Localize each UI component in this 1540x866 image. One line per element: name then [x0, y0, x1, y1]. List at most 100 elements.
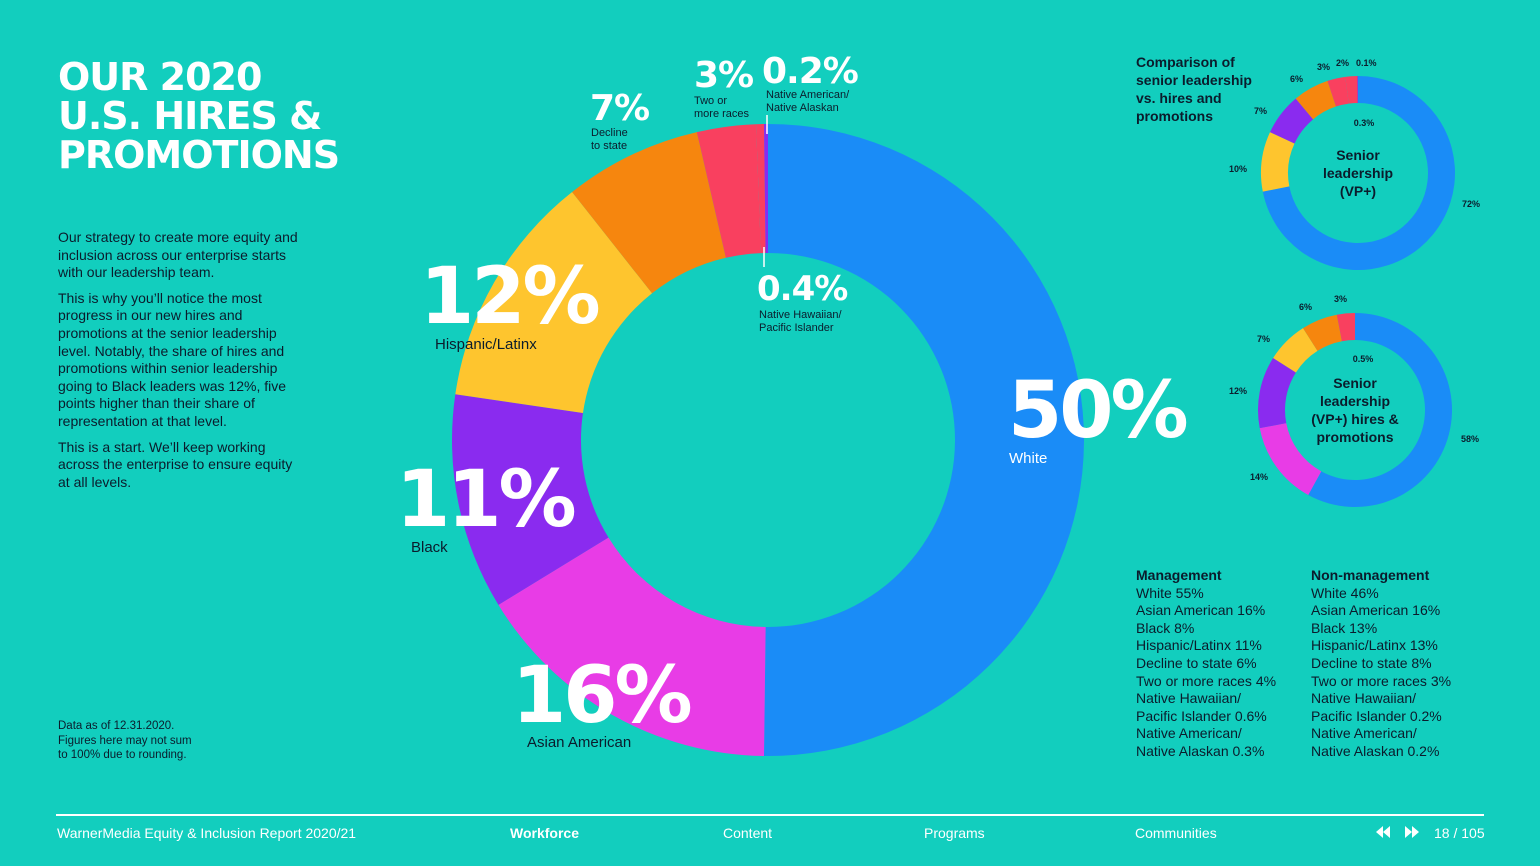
title-line: U.S. HIRES & — [58, 94, 322, 138]
main-donut-chart — [452, 124, 1084, 756]
rewind-icon[interactable] — [1375, 825, 1391, 842]
nav-communities-link[interactable]: Communities — [1135, 825, 1217, 841]
legend-heading: Management — [1136, 567, 1222, 583]
management-legend: Management White 55% Asian American 16% … — [1136, 567, 1276, 761]
donut2-inner-note: 0.5% — [1353, 354, 1374, 364]
donut-slice-asian-american — [1259, 423, 1322, 496]
donut-slice-decline-to-state — [1303, 314, 1342, 351]
donut-slice-native-american-native-alaskan — [764, 124, 768, 254]
donut1-center-title: Senior — [1336, 147, 1380, 163]
two-or-more-percent-label: 3% — [694, 55, 753, 96]
comparison-heading: vs. hires and — [1136, 90, 1222, 106]
two-or-more-category-label: Two or — [694, 95, 727, 107]
donut-slice-native-american-native-alaskan — [1357, 76, 1358, 104]
intro-text: Our strategy to create more equity and i… — [58, 229, 298, 499]
white-category-label: White — [1009, 450, 1047, 467]
legend-line: Two or more races 3% — [1311, 672, 1452, 689]
donut1-decline-label: 6% — [1290, 74, 1303, 84]
legend-line: Hispanic/Latinx 13% — [1311, 637, 1438, 654]
report-title: WarnerMedia Equity & Inclusion Report 20… — [57, 825, 357, 841]
legend-line: Pacific Islander 0.2% — [1311, 707, 1442, 724]
donut-slice-hispanic-latinx — [1273, 328, 1318, 373]
hispanic-percent-label: 12% — [420, 252, 599, 342]
comparison-heading: senior leadership — [1136, 72, 1252, 88]
native-hawaiian-category-label: Pacific Islander — [759, 322, 834, 334]
donut-slice-two-or-more-races — [1327, 76, 1349, 107]
donut1-hispanic-label: 10% — [1229, 164, 1247, 174]
legend-line: Native Hawaiian/ — [1136, 690, 1242, 707]
donut1-two-label: 3% — [1317, 62, 1330, 72]
legend-line: White 46% — [1311, 584, 1379, 601]
legend-line: Native American/ — [1311, 725, 1417, 742]
donut2-hispanic-label: 7% — [1257, 334, 1270, 344]
data-note: Data as of 12.31.2020. Figures here may … — [58, 719, 218, 763]
donut-slice-black — [1258, 358, 1296, 429]
intro-paragraph: Our strategy to create more equity and i… — [58, 229, 298, 281]
non-management-legend: Non-management White 46% Asian American … — [1311, 567, 1451, 761]
native-hawaiian-percent-label: 0.4% — [757, 269, 847, 309]
decline-percent-label: 7% — [590, 88, 649, 129]
donut1-black-label: 7% — [1254, 106, 1267, 116]
donut2-asian-label: 14% — [1250, 472, 1268, 482]
legend-line: Native Alaskan 0.3% — [1136, 742, 1265, 759]
donut-slice-asian-american — [498, 537, 766, 756]
senior-hires-donut-chart — [1258, 313, 1452, 508]
legend-line: Decline to state 8% — [1311, 654, 1432, 671]
donut1-hawaiian-label: 2% — [1336, 58, 1349, 68]
page-indicator: 18 / 105 — [1434, 825, 1485, 841]
white-percent-label: 50% — [1008, 366, 1187, 456]
nav-content-link[interactable]: Content — [723, 825, 773, 841]
donut-slice-decline-to-state — [1295, 80, 1336, 120]
black-category-label: Black — [411, 539, 448, 556]
legend-line: Asian American 16% — [1136, 602, 1266, 619]
legend-line: Native Hawaiian/ — [1311, 690, 1417, 707]
donut-slice-hispanic-latinx — [455, 192, 653, 413]
comparison-heading: Comparison of — [1136, 54, 1235, 70]
decline-category-label: Decline — [591, 127, 628, 139]
note-line: Figures here may not sum — [58, 734, 192, 747]
donut-slice-hispanic-latinx — [1261, 132, 1295, 192]
donut2-center-title: promotions — [1317, 429, 1394, 445]
senior-leadership-donut-chart — [1261, 76, 1455, 270]
footer-divider — [56, 814, 1484, 816]
fast-forward-icon[interactable] — [1404, 825, 1420, 842]
donut1-center-title: leadership — [1323, 165, 1393, 181]
nav-programs-link[interactable]: Programs — [924, 825, 985, 841]
legend-line: White 55% — [1136, 584, 1204, 601]
title-line: PROMOTIONS — [58, 133, 340, 177]
native-hawaiian-category-label: Native Hawaiian/ — [759, 309, 842, 321]
legend-line: Hispanic/Latinx 11% — [1136, 637, 1262, 654]
donut2-center-title: Senior — [1333, 375, 1377, 391]
legend-line: Two or more races 4% — [1136, 672, 1277, 689]
donut2-white-label: 58% — [1461, 434, 1479, 444]
title-line: OUR 2020 — [58, 55, 262, 99]
donut-slice-two-or-more-races — [1336, 313, 1355, 342]
donut2-black-label: 12% — [1229, 386, 1247, 396]
donut1-white-label: 72% — [1462, 199, 1480, 209]
legend-line: Native Alaskan 0.2% — [1311, 742, 1440, 759]
donut-slice-decline-to-state — [572, 132, 726, 294]
donut2-decline-label: 6% — [1299, 302, 1312, 312]
asian-category-label: Asian American — [527, 734, 631, 751]
donut-slice-native-hawaiian-pacific-islander — [756, 124, 766, 254]
two-or-more-category-label: more races — [694, 108, 750, 120]
donut-slice-black — [452, 394, 609, 605]
black-percent-label: 11% — [396, 455, 575, 545]
donut-slice-two-or-more-races — [696, 124, 761, 258]
legend-line: Pacific Islander 0.6% — [1136, 707, 1267, 724]
intro-paragraph: This is why you’ll notice the most progr… — [58, 289, 287, 429]
asian-percent-label: 16% — [512, 651, 691, 741]
legend-line: Asian American 16% — [1311, 602, 1441, 619]
donut1-center-title: (VP+) — [1340, 183, 1376, 199]
hispanic-category-label: Hispanic/Latinx — [435, 336, 537, 353]
donut-slice-white — [1308, 313, 1452, 508]
donut-slice-native-hawaiian-pacific-islander — [1345, 76, 1358, 104]
donut2-two-label: 3% — [1334, 294, 1347, 304]
legend-heading: Non-management — [1311, 567, 1430, 583]
donut2-center-title: (VP+) hires & — [1311, 411, 1399, 427]
nav-workforce-link[interactable]: Workforce — [510, 825, 579, 841]
native-american-percent-label: 0.2% — [762, 51, 858, 92]
note-line: Data as of 12.31.2020. — [58, 720, 175, 732]
decline-category-label: to state — [591, 140, 627, 152]
